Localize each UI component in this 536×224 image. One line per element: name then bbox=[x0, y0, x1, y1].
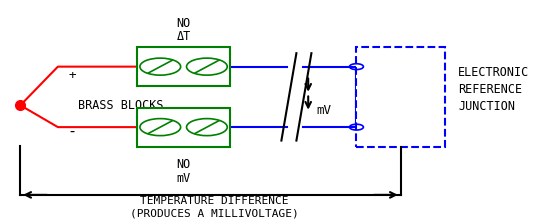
Bar bbox=[356, 47, 445, 147]
Text: NO: NO bbox=[177, 158, 191, 171]
Text: ELECTRONIC
REFERENCE
JUNCTION: ELECTRONIC REFERENCE JUNCTION bbox=[458, 66, 530, 113]
Text: mV: mV bbox=[317, 104, 332, 117]
Text: BRASS BLOCKS: BRASS BLOCKS bbox=[78, 99, 163, 112]
Text: -: - bbox=[68, 124, 77, 138]
Text: NO: NO bbox=[177, 17, 191, 30]
Text: mV: mV bbox=[177, 172, 191, 185]
Bar bbox=[137, 108, 230, 147]
Text: +: + bbox=[69, 69, 76, 82]
Text: TEMPERATURE DIFFERENCE
(PRODUCES A MILLIVOLTAGE): TEMPERATURE DIFFERENCE (PRODUCES A MILLI… bbox=[130, 196, 299, 218]
Text: ΔT: ΔT bbox=[177, 30, 191, 43]
Bar bbox=[137, 47, 230, 86]
